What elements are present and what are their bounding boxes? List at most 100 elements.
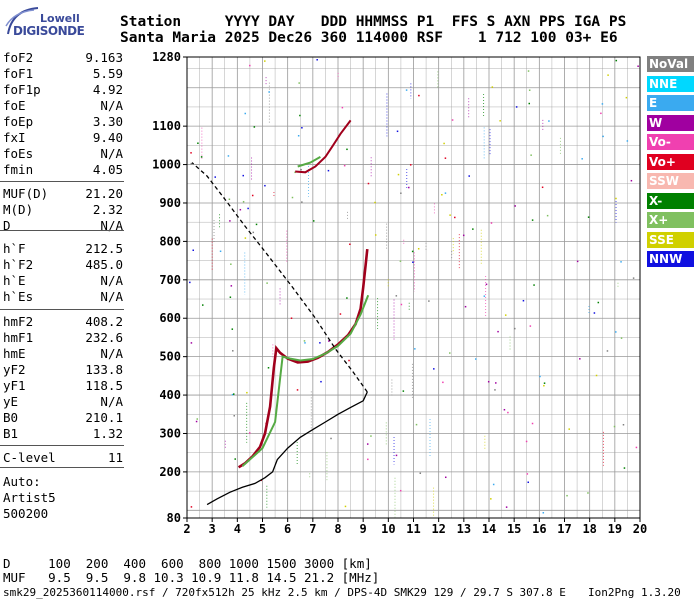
noise-dot: [264, 60, 266, 62]
header-values: Santa Maria 2025 Dec26 360 114000 RSF 1 …: [120, 30, 618, 46]
noise-dot: [244, 112, 247, 115]
y-tick-label: 1100: [152, 119, 181, 133]
noise-dot: [296, 389, 299, 391]
data-series: [191, 119, 370, 506]
legend-item-ssw: SSW: [647, 173, 694, 189]
param-b0: B0 210.1: [3, 410, 123, 426]
noise-dot: [622, 424, 625, 426]
logo-bottom: DIGISONDE: [13, 24, 85, 38]
noise-dot: [327, 169, 330, 172]
param-key: hmE: [3, 346, 26, 361]
noise-dot: [504, 314, 507, 316]
noise-dot: [316, 59, 318, 61]
x-tick-label: 7: [309, 522, 316, 536]
noise-dot: [595, 374, 598, 377]
noise-dot: [230, 263, 232, 265]
noise-dot: [522, 299, 525, 302]
noise-dot: [468, 175, 470, 177]
param-key: h`F2: [3, 257, 34, 272]
legend-item-noval: NoVal: [647, 56, 694, 72]
param-ye: yE N/A: [3, 394, 123, 410]
param-key: fxI: [3, 130, 26, 145]
x-tick-label: 17: [557, 522, 571, 536]
noise-dot: [600, 112, 602, 115]
footer-version: Ion2Png 1.3.20: [588, 586, 681, 599]
x-tick-label: 16: [532, 522, 546, 536]
noise-dot: [462, 234, 465, 237]
noise-dot: [252, 231, 255, 234]
param-h-f: h`F 212.5: [3, 241, 123, 257]
legend-item-nne: NNE: [647, 75, 694, 92]
noise-dot: [255, 223, 258, 226]
x-tick-label: 3: [209, 522, 216, 536]
noise-dot: [349, 243, 351, 246]
param-key: hmF1: [3, 330, 34, 345]
noise-dot: [528, 89, 531, 91]
param-key: B1: [3, 426, 19, 441]
param-m-d-: M(D) 2.32: [3, 202, 123, 218]
noise-dot: [190, 506, 193, 508]
param-value: N/A: [100, 394, 123, 409]
noise-dot: [294, 171, 296, 174]
noise-dot: [490, 222, 493, 224]
grid: [186, 57, 641, 518]
noise-dot: [625, 96, 628, 99]
x-tick-label: 12: [431, 522, 445, 536]
noise-dot: [530, 154, 532, 156]
noise-dot: [533, 284, 535, 286]
noise-dot: [290, 317, 293, 319]
noise-dot: [304, 342, 306, 344]
y-tick-label: 400: [159, 388, 181, 402]
noise-dot: [497, 330, 499, 333]
noise-dot: [541, 186, 544, 189]
noise-dot: [239, 208, 242, 211]
y-tick-label: 80: [167, 511, 181, 525]
noise-dot: [505, 506, 508, 508]
noise-dot: [528, 102, 531, 105]
noise-scatter: [189, 59, 639, 518]
param-key: C-level: [3, 450, 56, 465]
x-tick-label: 8: [334, 522, 341, 536]
noise-dot: [487, 380, 490, 383]
param-foes: foEs N/A: [3, 146, 123, 162]
legend-item-x-: X+: [647, 212, 694, 228]
noise-dot: [526, 473, 529, 475]
noise-dot: [248, 432, 251, 434]
noise-dot: [348, 359, 350, 362]
param-d: D N/A: [3, 218, 123, 234]
noise-dot: [531, 422, 534, 425]
noise-dot: [441, 194, 443, 196]
noise-dot: [402, 390, 405, 392]
noise-dot: [366, 443, 369, 445]
noise-dot: [244, 237, 247, 239]
noise-dot: [411, 250, 414, 253]
x-tick-label: 5: [259, 522, 266, 536]
noise-dot: [341, 106, 344, 109]
noise-dot: [312, 220, 315, 222]
x-tick-label: 20: [633, 522, 647, 536]
series-x-trace: [241, 294, 370, 467]
noise-dot: [542, 512, 545, 514]
muf-row: MUF 9.5 9.5 9.8 10.3 10.9 11.8 14.5 21.2…: [3, 570, 380, 585]
legend-item-nnw: NNW: [647, 251, 694, 267]
noise-dot: [454, 216, 456, 219]
noise-dot: [251, 194, 254, 197]
noise-dot: [491, 86, 494, 88]
noise-dot: [396, 130, 399, 133]
param-value: N/A: [100, 98, 123, 113]
param-key: h`F: [3, 241, 26, 256]
noise-dot: [414, 348, 416, 350]
param-value: 4.92: [92, 82, 123, 97]
noise-dot: [443, 142, 445, 145]
noise-dot: [397, 173, 400, 176]
y-tick-label: 1280: [152, 50, 181, 64]
noise-dot: [370, 435, 372, 437]
x-tick-label: 18: [582, 522, 596, 536]
noise-dot: [247, 207, 249, 210]
noise-dot: [543, 382, 546, 384]
param-value: N/A: [100, 218, 123, 233]
noise-dot: [607, 74, 609, 76]
noise-dot: [299, 114, 301, 117]
noise-dot: [339, 313, 342, 315]
ionogram-chart: 2 3 4 5 6 7 8 9 10 11 12 13 14 15 16 17 18 19 20 80 200 300 40…: [152, 50, 647, 536]
